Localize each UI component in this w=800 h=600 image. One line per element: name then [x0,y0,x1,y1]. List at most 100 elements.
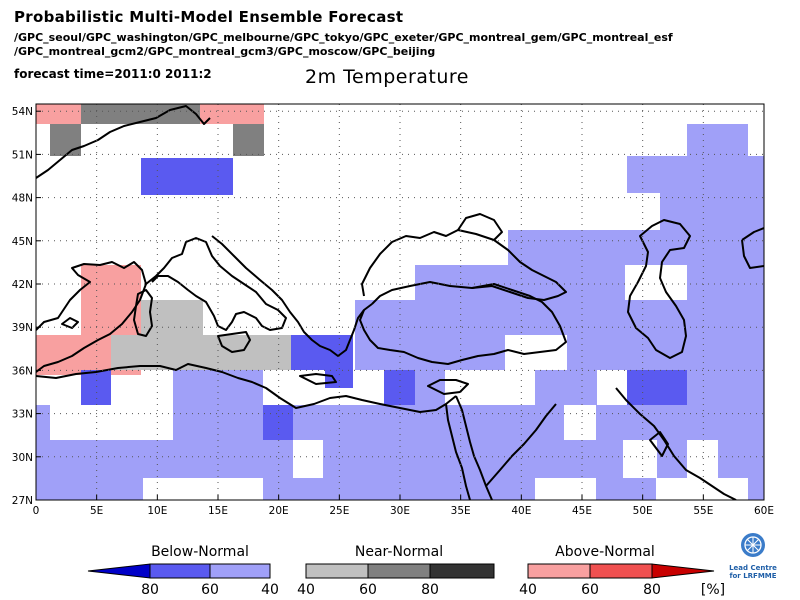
coast-balearic [61,317,79,329]
lat-tick-label: 54N [12,106,33,118]
cell-below [508,230,764,265]
cell-below [687,124,748,156]
legend-near-label-60: 60 [359,582,377,598]
coast-red-sea [485,403,557,487]
lon-tick-label: 45E [572,505,592,517]
lon-tick-label: 5E [90,505,103,517]
lon-tick-label: 10E [147,505,167,517]
lon-tick-label: 20E [269,505,289,517]
legend-near-label-80: 80 [421,582,439,598]
coast-crete [299,373,337,385]
lon-tick-label: 0 [33,505,40,517]
lat-tick-label: 36N [12,365,33,377]
coast-cyprus [427,379,469,395]
coast-aral [741,227,764,241]
coast-balkans [211,235,373,357]
legend-above-40 [527,563,591,579]
legend-below-title: Below-Normal [151,544,249,560]
coast-crimea [457,213,503,241]
cell-below [36,478,143,500]
lat-tick-label: 27N [12,495,33,507]
cell-below [687,370,764,405]
coast-aral-2 [741,239,764,269]
cell-near [111,335,291,370]
legend-below-label-40: 40 [261,582,279,598]
legend-near-title: Near-Normal [355,544,443,560]
coast-sicily [217,331,251,353]
cell-below [263,478,535,500]
cell-below [627,156,764,193]
cell-below [718,440,764,478]
legend-above-60 [589,563,653,579]
cell-below [355,335,505,370]
cell-below [325,370,353,388]
probability-cells [36,104,764,500]
forecast-time: forecast time=2011:0 2011:2 [14,67,212,81]
cell-below [748,478,764,500]
lon-tick-label: 30E [390,505,410,517]
lat-tick-label: 45N [12,236,33,248]
models-list-line-1: /GPC_seoul/GPC_washington/GPC_melbourne/… [14,31,673,44]
lat-tick-label: 30N [12,452,33,464]
legend-above-label-60: 60 [581,582,599,598]
cell-below [596,478,656,500]
cell-below [323,440,623,478]
models-list-line-2: /GPC_montreal_gcm2/GPC_montreal_gcm3/GPC… [14,45,436,58]
cell-below [81,370,111,405]
legend-above-arrow [651,563,715,579]
lat-tick-label: 42N [12,279,33,291]
cell-below [687,265,764,370]
coast-north-africa [36,363,457,413]
cell-below [657,440,687,478]
legend-near-80 [429,563,495,579]
logo-line-2: for LRFMME [729,572,777,580]
cell-near [50,124,81,156]
lat-tick-label: 48N [12,193,33,205]
grid-lines [36,104,764,500]
lon-tick-label: 40E [511,505,531,517]
page-title: Probabilistic Multi-Model Ensemble Forec… [14,8,404,26]
variable-title: 2m Temperature [305,66,469,88]
legend-near-40 [305,563,369,579]
legend-above-label-40: 40 [519,582,537,598]
coast-italy [145,237,287,331]
wmo-emblem-icon [741,533,765,557]
logo-line-1: Lead Centre [729,564,777,572]
lon-tick-label: 60E [754,505,774,517]
lrfmme-logo: Lead Centre for LRFMME [718,530,788,580]
cell-below [535,370,597,405]
lon-tick-label: 25E [329,505,349,517]
axis-ticks: 0 5E 10E 15E 20E 25E 30E 35E 40E 45E 50E 55E 60E 27N 3… [12,106,774,517]
cell-below [415,265,625,300]
cell-below [567,335,687,370]
cell-below [173,370,263,405]
cell-below [627,370,687,405]
cell-above [200,104,264,124]
lon-tick-label: 35E [451,505,471,517]
legend-below-arrow [87,563,151,579]
legend-below-80 [149,563,211,579]
legend-below-label-60: 60 [201,582,219,598]
coast-sinai [445,403,471,500]
legend-unit: [%] [701,582,725,598]
cell-below [263,405,293,440]
coast-iberia [36,261,147,373]
coastlines [36,105,764,500]
coast-black-sea [361,229,567,301]
coast-levant [455,395,493,500]
cell-near [233,124,264,156]
legend-near-label-40: 40 [297,582,315,598]
coast-caspian [627,219,691,359]
legend-near-60 [367,563,431,579]
lat-tick-label: 33N [12,409,33,421]
cell-below [384,370,415,405]
coast-qatar [649,431,669,457]
lon-tick-label: 50E [633,505,653,517]
legend-below-60 [209,563,271,579]
cell-below [36,440,293,478]
cell-below [596,405,764,440]
legend-below-label-80: 80 [141,582,159,598]
legend-above-label-80: 80 [643,582,661,598]
coast-gulf [615,387,737,500]
